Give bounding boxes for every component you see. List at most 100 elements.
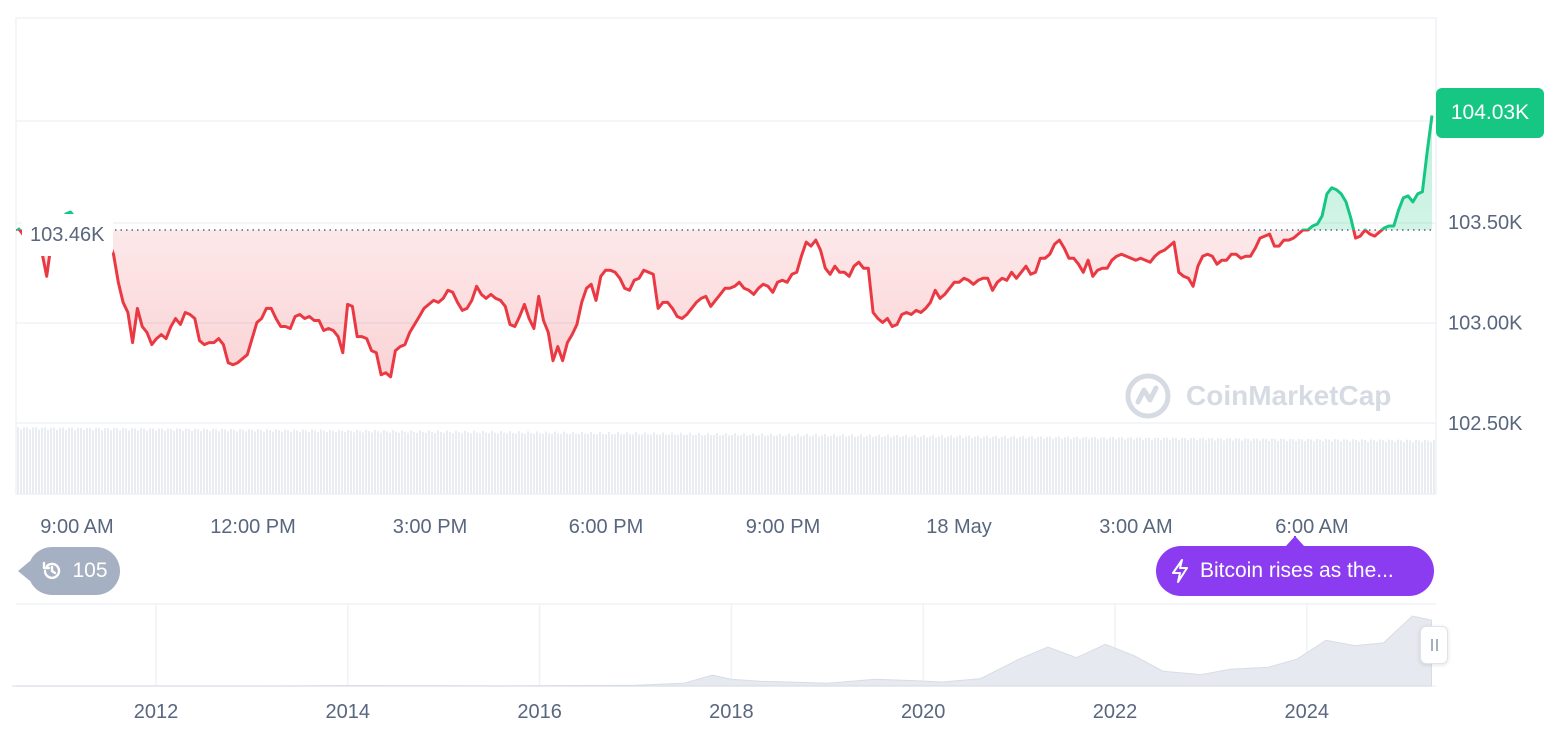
volume-bar: [1418, 440, 1420, 494]
volume-bar: [1232, 440, 1234, 494]
volume-bar: [1076, 436, 1078, 494]
volume-bar: [866, 435, 868, 494]
volume-bar: [503, 432, 505, 494]
volume-bar: [374, 430, 376, 494]
volume-bar: [71, 427, 73, 494]
volume-bar: [425, 432, 427, 494]
volume-bar: [212, 428, 214, 494]
history-icon: [43, 561, 61, 580]
volume-bar: [365, 429, 367, 494]
volume-bar: [104, 428, 106, 494]
current-price-text: 104.03K: [1450, 101, 1530, 124]
volume-bar: [1082, 437, 1084, 494]
volume-bar: [1190, 438, 1192, 494]
volume-bar: [785, 435, 787, 494]
volume-bar: [1202, 438, 1204, 494]
volume-bar: [584, 433, 586, 494]
x-tick-label: 9:00 PM: [746, 516, 820, 538]
volume-bar: [1394, 441, 1396, 494]
volume-bar: [1349, 441, 1351, 494]
volume-bar: [815, 433, 817, 494]
volume-bar: [1103, 437, 1105, 494]
volume-bar: [206, 429, 208, 494]
volume-bar: [839, 435, 841, 494]
volume-bar: [977, 435, 979, 494]
volume-bar: [272, 431, 274, 494]
volume-bar: [1100, 437, 1102, 494]
volume-bar: [1052, 438, 1054, 494]
volume-bar: [482, 430, 484, 494]
history-button[interactable]: 105: [18, 547, 120, 595]
volume-bar: [335, 432, 337, 494]
volume-bar: [1322, 441, 1324, 494]
volume-bar: [512, 432, 514, 494]
volume-bar: [134, 428, 136, 494]
volume-bar: [1343, 439, 1345, 494]
volume-bar: [530, 433, 532, 494]
volume-bar: [1166, 437, 1168, 494]
volume-bar: [56, 429, 58, 494]
volume-bar: [1409, 440, 1411, 494]
y-tick-label: 102.50K: [1448, 413, 1523, 435]
volume-bar: [308, 431, 310, 494]
watermark: CoinMarketCap: [1124, 372, 1391, 420]
volume-bar: [1160, 439, 1162, 494]
range-slider-handle[interactable]: [1420, 626, 1448, 664]
volume-bar: [302, 429, 304, 494]
history-count: 105: [72, 559, 108, 582]
volume-bar: [1157, 437, 1159, 494]
volume-bar: [98, 428, 100, 494]
volume-bar: [1199, 438, 1201, 494]
volume-bar: [1142, 439, 1144, 494]
news-button[interactable]: Bitcoin rises as the...: [1156, 536, 1434, 596]
volume-bar: [962, 437, 964, 494]
volume-bar: [362, 432, 364, 494]
volume-bar: [1433, 439, 1435, 494]
volume-bar: [1403, 442, 1405, 494]
volume-bar: [779, 433, 781, 494]
volume-bar: [1010, 436, 1012, 494]
volume-bar: [1268, 440, 1270, 494]
reference-price-label: 103.46K: [22, 214, 113, 256]
volume-bar: [191, 430, 193, 494]
volume-bar: [29, 429, 31, 494]
volume-bar: [1067, 436, 1069, 494]
volume-bar: [767, 435, 769, 494]
volume-bar: [515, 433, 517, 494]
volume-bar: [890, 437, 892, 494]
volume-bar: [437, 430, 439, 494]
volume-bar: [701, 435, 703, 494]
volume-bar: [836, 436, 838, 494]
volume-bar: [575, 433, 577, 494]
volume-bar: [1154, 437, 1156, 494]
volume-bar: [1226, 438, 1228, 494]
volume-bar: [380, 432, 382, 494]
volume-bar: [830, 435, 832, 494]
volume-bar: [305, 430, 307, 494]
volume-bar: [479, 433, 481, 494]
volume-bar: [893, 436, 895, 494]
volume-bar: [1373, 440, 1375, 494]
volume-bar: [1379, 439, 1381, 494]
volume-bar: [1259, 440, 1261, 494]
volume-bar: [731, 435, 733, 494]
volume-bar: [764, 435, 766, 494]
volume-bar: [983, 436, 985, 494]
volume-bar: [1130, 437, 1132, 494]
volume-bar: [1250, 440, 1252, 494]
volume-bar: [617, 432, 619, 494]
volume-bar: [896, 434, 898, 494]
volume-bar: [851, 434, 853, 494]
volume-bar: [566, 433, 568, 494]
volume-bar: [386, 431, 388, 494]
volume-bar: [872, 436, 874, 494]
volume-bar: [1112, 437, 1114, 494]
volume-bar: [1331, 441, 1333, 494]
volume-bar: [1406, 439, 1408, 494]
volume-bar: [1079, 439, 1081, 494]
volume-bar: [491, 431, 493, 494]
volume-bar: [1310, 439, 1312, 494]
volume-bar: [809, 436, 811, 494]
